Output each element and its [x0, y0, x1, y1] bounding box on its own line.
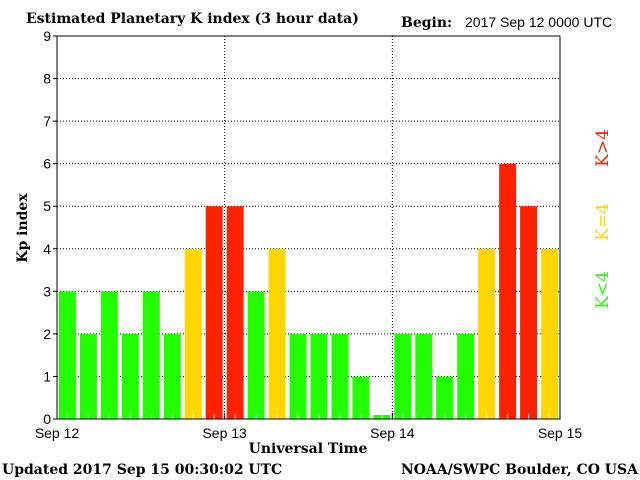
bar	[478, 248, 496, 419]
bar	[415, 333, 433, 419]
y-ticks: 0 1 2 3 4 5 6 7 8 9	[43, 28, 57, 427]
legend-item: K=4	[593, 203, 613, 241]
plot-frame	[56, 35, 561, 420]
bar	[205, 206, 223, 419]
begin-value: 2017 Sep 12 0000 UTC	[465, 14, 612, 30]
x-ticks: Sep 12 Sep 13 Sep 14 Sep 15	[35, 413, 583, 441]
y-tick-label: 4	[43, 241, 51, 257]
legend-item: K<4	[593, 271, 613, 309]
begin-label: Begin:	[401, 15, 452, 31]
bar	[499, 163, 517, 419]
updated-text: Updated 2017 Sep 15 00:30:02 UTC	[2, 462, 282, 478]
bar	[79, 333, 97, 419]
bar	[59, 291, 76, 419]
bar	[520, 206, 538, 419]
bar	[268, 248, 286, 419]
bar	[310, 333, 328, 419]
source-text: NOAA/SWPC Boulder, CO USA	[401, 462, 639, 478]
bar	[121, 333, 139, 419]
bar	[100, 291, 118, 419]
legend: K<4 K=4 K>4	[593, 129, 613, 309]
bar	[457, 333, 475, 419]
bar	[352, 376, 370, 419]
bar	[436, 376, 454, 419]
bar	[163, 333, 181, 419]
bar	[226, 206, 244, 419]
bar	[142, 291, 160, 419]
bar	[541, 248, 558, 419]
grid-lines	[57, 36, 560, 419]
y-tick-label: 3	[43, 283, 51, 299]
y-tick-label: 2	[43, 326, 51, 342]
bar	[331, 333, 349, 419]
y-tick-label: 8	[43, 71, 51, 87]
bar	[394, 333, 412, 419]
x-tick-label: Sep 15	[538, 425, 583, 441]
y-tick-label: 0	[43, 411, 51, 427]
y-tick-label: 9	[43, 28, 51, 44]
y-tick-label: 6	[43, 156, 51, 172]
y-axis-label: Kp index	[15, 193, 31, 263]
y-tick-label: 7	[43, 113, 51, 129]
bar	[247, 291, 265, 419]
x-tick-label: Sep 12	[35, 425, 80, 441]
bar	[184, 248, 202, 419]
y-tick-label: 5	[43, 198, 51, 214]
legend-item: K>4	[593, 129, 613, 167]
bar	[289, 333, 307, 419]
x-axis-label: Universal Time	[249, 441, 368, 457]
chart-title: Estimated Planetary K index (3 hour data…	[26, 11, 359, 27]
x-tick-label: Sep 14	[370, 425, 415, 441]
bars	[59, 163, 558, 419]
y-tick-label: 1	[43, 368, 51, 384]
x-tick-label: Sep 13	[202, 425, 247, 441]
